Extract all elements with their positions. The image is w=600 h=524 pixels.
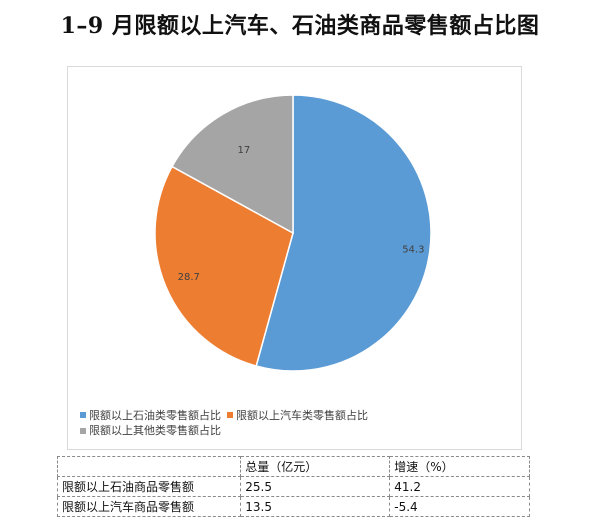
pie-data-label: 54.3	[402, 244, 424, 255]
legend-swatch	[80, 427, 86, 434]
table-header-cell	[56, 456, 242, 477]
pie-slice	[171, 94, 294, 235]
table-cell: 13.5	[240, 496, 391, 517]
chart-area: 54.3 28.7 17	[67, 66, 522, 450]
pie-data-label: 28.7	[178, 272, 200, 283]
table-cell: 25.5	[240, 476, 391, 497]
table-cell: 限额以上汽车商品零售额	[56, 496, 242, 517]
table-header-cell: 总量（亿元）	[240, 456, 391, 477]
chart-legend: 限额以上石油类零售额占比 限额以上汽车类零售额占比限额以上其他类零售额占比	[80, 407, 440, 438]
legend-label: 限额以上汽车类零售额占比	[236, 408, 368, 422]
table-header-cell: 增速（%）	[389, 456, 530, 477]
legend-item: 限额以上其他类零售额占比	[80, 423, 221, 438]
pie-chart: 54.3 28.7 17	[154, 94, 432, 372]
legend-swatch	[227, 412, 233, 418]
table-cell: 41.2	[389, 476, 530, 497]
table-row: 限额以上汽车商品零售额 13.5 -5.4	[56, 496, 530, 517]
legend-swatch	[80, 412, 86, 418]
pie-slice	[255, 94, 432, 372]
table-header-row: 总量（亿元） 增速（%）	[56, 456, 530, 477]
legend-item: 限额以上石油类零售额占比	[80, 408, 221, 423]
legend-item: 限额以上汽车类零售额占比	[227, 408, 368, 423]
pie-slice	[154, 165, 294, 367]
table-cell: -5.4	[389, 496, 530, 517]
table-cell: 限额以上石油商品零售额	[56, 476, 242, 497]
legend-label: 限额以上石油类零售额占比	[89, 408, 221, 422]
legend-label: 限额以上其他类零售额占比	[89, 424, 221, 437]
pie-data-label: 17	[237, 145, 250, 156]
data-table: 总量（亿元） 增速（%） 限额以上石油商品零售额 25.5 41.2 限额以上汽…	[56, 456, 530, 517]
page-title: 1–9 月限额以上汽车、石油类商品零售额占比图	[60, 13, 540, 39]
table-row: 限额以上石油商品零售额 25.5 41.2	[56, 476, 530, 497]
